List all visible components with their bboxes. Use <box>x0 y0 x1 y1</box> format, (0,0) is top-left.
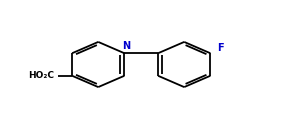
Text: HO₂C: HO₂C <box>28 71 54 80</box>
Text: N: N <box>122 41 130 51</box>
Text: F: F <box>217 43 223 53</box>
